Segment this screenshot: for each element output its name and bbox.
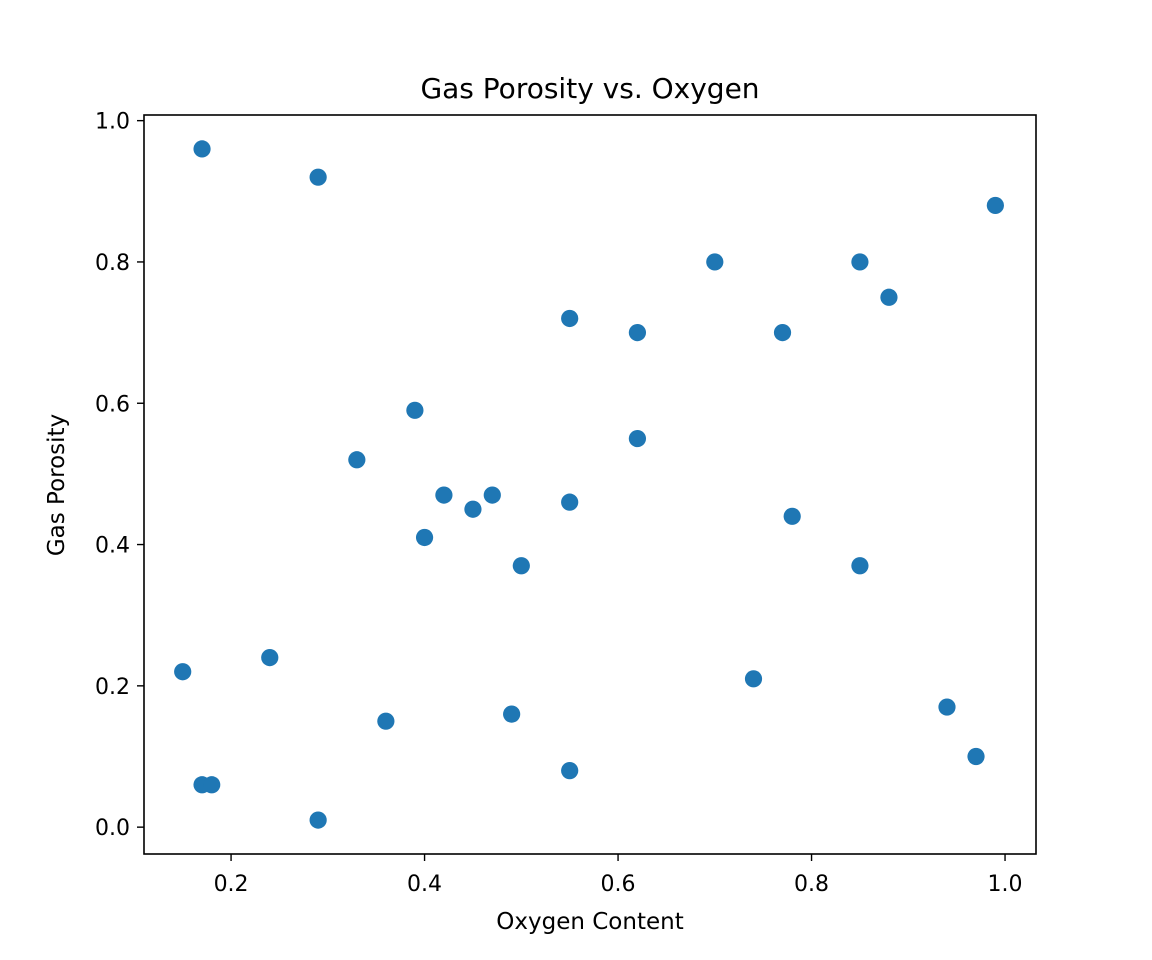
data-point	[744, 670, 763, 688]
x-tick-label: 0.4	[407, 872, 442, 897]
y-tick-label: 0.6	[95, 392, 130, 417]
data-point	[503, 705, 521, 723]
y-tick-label: 0.0	[95, 816, 130, 841]
y-axis: 0.0 0.2 0.4 0.6 0.8 1.0	[95, 110, 144, 841]
y-tick-label: 1.0	[95, 110, 130, 135]
data-point	[706, 253, 724, 271]
y-tick-label: 0.2	[95, 675, 130, 700]
data-point	[628, 429, 647, 448]
data-point	[193, 140, 211, 158]
data-point	[561, 493, 579, 511]
x-tick-label: 0.8	[794, 872, 829, 897]
data-point	[309, 811, 327, 829]
data-point	[512, 557, 530, 575]
data-point	[561, 309, 579, 328]
y-axis-label: Gas Porosity	[44, 414, 70, 556]
data-point	[967, 747, 985, 766]
x-tick-label: 0.6	[601, 872, 636, 897]
y-tick-label: 0.4	[95, 534, 130, 559]
data-point	[628, 324, 647, 342]
data-point	[851, 253, 869, 271]
data-point	[986, 196, 1004, 215]
data-point	[261, 648, 279, 667]
x-axis-label: Oxygen Content	[496, 909, 683, 935]
x-tick-label: 0.2	[214, 872, 249, 897]
data-point	[880, 288, 898, 306]
data-point	[561, 762, 579, 780]
x-tick-label: 1.0	[988, 872, 1023, 897]
data-point	[406, 401, 424, 419]
data-point	[348, 451, 366, 469]
x-axis: 0.2 0.4 0.6 0.8 1.0	[214, 854, 1023, 897]
data-point	[851, 557, 869, 575]
data-point	[783, 507, 801, 525]
data-point	[203, 776, 221, 794]
points-layer	[174, 140, 1004, 829]
data-point	[483, 486, 501, 504]
chart-title: Gas Porosity vs. Oxygen	[420, 72, 759, 105]
data-point	[415, 528, 434, 547]
plot-frame	[143, 114, 1037, 855]
data-point	[309, 168, 327, 186]
data-point	[174, 663, 192, 681]
data-point	[938, 698, 956, 716]
data-point	[377, 712, 395, 730]
data-point	[435, 486, 453, 504]
y-tick-label: 0.8	[95, 251, 130, 276]
data-point	[464, 500, 482, 518]
data-point	[773, 324, 792, 342]
